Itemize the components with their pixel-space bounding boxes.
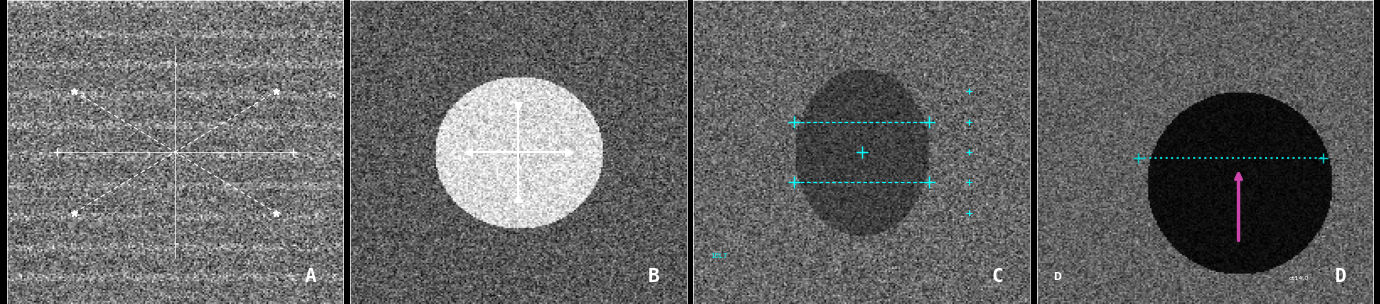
Text: A: A [305, 267, 316, 286]
Text: C: C [991, 267, 1003, 286]
Text: 10L7: 10L7 [711, 254, 727, 259]
Text: D: D [1334, 267, 1347, 286]
Text: B: B [647, 267, 660, 286]
Text: dt14.0: dt14.0 [1289, 276, 1310, 281]
Text: D: D [1053, 272, 1061, 282]
